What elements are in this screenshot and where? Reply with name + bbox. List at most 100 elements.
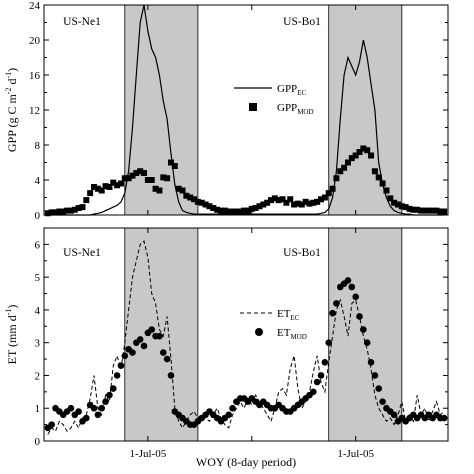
gpp-mod-point <box>75 205 82 211</box>
gpp-mod-point <box>141 170 148 176</box>
gpp-mod-point <box>244 207 251 214</box>
et-mod-point <box>109 385 117 392</box>
et-site-label-us-bo1: US-Bo1 <box>283 247 321 259</box>
et-ec-line <box>47 240 445 435</box>
gpp-mod-point <box>217 207 224 214</box>
et-mod-point <box>159 349 167 356</box>
gpp-mod-point <box>175 185 182 192</box>
gpp-mod-point <box>52 209 59 216</box>
bot-ytick-label: 2 <box>35 370 41 382</box>
et-axis-ticks: 0 1 2 3 4 5 6 1-Jul-05 1-Jul-05 <box>35 228 448 460</box>
gpp-mod-point <box>352 152 359 159</box>
top-ytick-label: 4 <box>35 175 41 187</box>
gpp-mod-point <box>144 177 151 183</box>
et-mod-point <box>379 398 386 405</box>
gpp-mod-point <box>252 205 259 211</box>
gpp-mod-point <box>298 201 305 208</box>
gpp-mod-point <box>433 207 440 214</box>
gpp-mod-point <box>364 147 371 154</box>
et-mod-point <box>329 309 336 317</box>
gpp-mod-point <box>256 203 263 210</box>
bot-ytick-label: 5 <box>35 272 41 284</box>
gpp-mod-point <box>48 209 55 216</box>
et-mod-point <box>156 332 163 340</box>
et-mod-point <box>94 411 102 419</box>
gpp-mod-point <box>156 187 163 194</box>
gpp-mod-point <box>441 208 448 215</box>
gpp-mod-point <box>391 199 398 206</box>
gpp-mod-point <box>344 159 351 166</box>
et-mod-point <box>106 391 113 399</box>
et-plot-frame <box>43 227 449 442</box>
top-shaded-period-0 <box>124 4 199 216</box>
gpp-mod-point <box>418 207 425 214</box>
gpp-mod-point <box>102 183 109 190</box>
bot-ytick-label: 3 <box>35 338 41 350</box>
legend-gpp-ec-label: GPPEC <box>277 83 306 97</box>
gpp-mod-point <box>291 201 298 208</box>
gpp-mod-point <box>321 194 328 201</box>
gpp-mod-point <box>237 208 244 215</box>
et-mod-point <box>75 408 82 415</box>
gpp-mod-point <box>425 207 432 214</box>
gpp-mod-point <box>275 197 282 204</box>
et-mod-point <box>67 404 75 412</box>
gpp-mod-point <box>414 206 421 213</box>
top-ytick-label: 8 <box>35 140 41 152</box>
gpp-mod-point <box>348 155 355 162</box>
gpp-mod-point <box>114 182 121 189</box>
et-mod-point <box>98 404 106 412</box>
et-series <box>44 240 448 435</box>
gpp-growing-season-shading <box>124 4 403 216</box>
gpp-mod-point <box>406 205 413 212</box>
gpp-mod-point <box>191 196 198 203</box>
gpp-mod-point <box>329 185 336 192</box>
gpp-mod-point <box>71 206 78 213</box>
gpp-mod-point <box>187 194 194 201</box>
gpp-mod-point <box>60 208 67 215</box>
gpp-mod-point <box>152 185 159 192</box>
gpp-mod-point <box>421 207 428 214</box>
et-mod-point <box>344 277 352 284</box>
gpp-mod-point <box>171 163 178 169</box>
gpp-y-axis-label: GPP (g C m-2 d-1) <box>4 68 19 152</box>
gpp-mod-point <box>133 170 140 176</box>
et-x-axis-label: WOY (8-day period) <box>196 455 296 469</box>
gpp-mod-point <box>279 196 286 203</box>
et-mod-point <box>148 326 156 333</box>
et-mod-point <box>117 362 125 369</box>
gpp-mod-point <box>383 187 390 194</box>
et-legend: ETEC ETMOD <box>240 308 307 341</box>
gpp-mod-point <box>125 175 132 182</box>
top-ytick-label: 12 <box>29 105 40 117</box>
gpp-mod-point <box>387 195 394 202</box>
et-mod-point <box>113 372 121 379</box>
gpp-site-label-us-bo1: US-Bo1 <box>283 16 321 28</box>
et-mod-point <box>310 388 317 396</box>
gpp-mod-point <box>94 185 101 192</box>
gpp-mod-point <box>402 204 409 211</box>
gpp-mod-point <box>318 196 325 203</box>
gpp-mod-point <box>64 207 71 214</box>
et-y-axis-label: ET (mm d-1) <box>4 305 19 365</box>
gpp-axis-ticks: 0 4 8 12 16 20 24 <box>29 0 448 222</box>
et-growing-season-shading <box>124 227 403 442</box>
gpp-mod-point <box>83 197 90 204</box>
gpp-plot-frame <box>43 4 449 216</box>
et-mod-point <box>333 300 340 307</box>
bot-xtick-label: 1-Jul-05 <box>337 448 374 460</box>
gpp-mod-point <box>221 207 228 214</box>
gpp-mod-point <box>429 207 436 214</box>
gpp-mod-point <box>271 195 278 202</box>
gpp-mod-point <box>233 208 240 215</box>
et-mod-point <box>375 385 383 392</box>
gpp-mod-point <box>229 208 236 215</box>
et-mod-point <box>440 414 448 422</box>
gpp-mod-point <box>148 177 155 183</box>
gpp-series <box>44 4 448 217</box>
legend-et-mod-circle-symbol <box>255 328 263 336</box>
gpp-mod-point <box>98 187 105 194</box>
gpp-mod-point <box>337 168 344 175</box>
gpp-mod-point <box>164 175 171 182</box>
